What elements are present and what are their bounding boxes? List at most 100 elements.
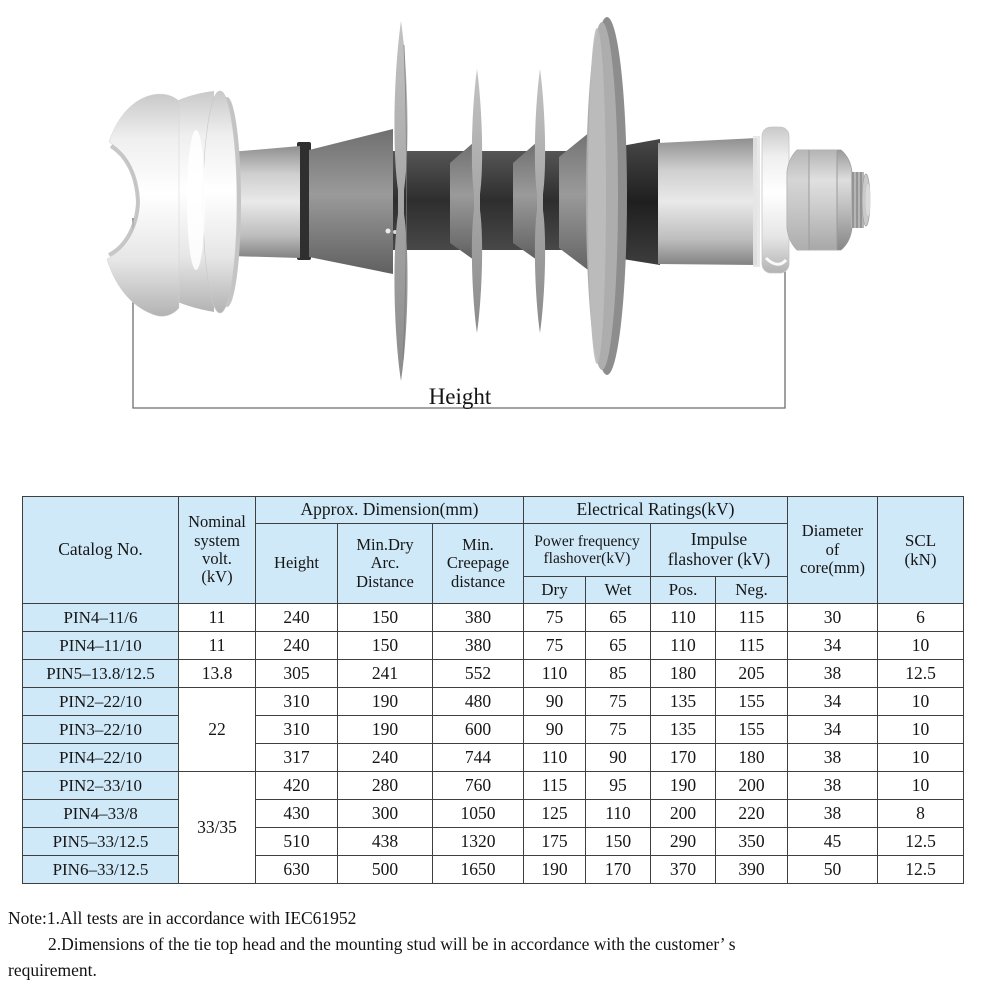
table-row: PIN3–22/10 310 190 600 90 75 135 155 34 …	[22, 715, 964, 744]
cell-min-creepage: 380	[432, 631, 524, 660]
cell-catalog: PIN5–33/12.5	[22, 827, 179, 856]
sleeve-step-ring	[753, 136, 760, 267]
cell-catalog: PIN4–22/10	[22, 743, 179, 772]
cell-scl: 10	[877, 631, 964, 660]
cell-scl: 12.5	[877, 827, 964, 856]
header-nominal-volt: Nominal system volt. (kV)	[178, 496, 256, 604]
right-flange	[202, 90, 238, 314]
header-min-dry-arc-text: Min.Dry Arc. Distance	[356, 534, 414, 591]
header-catalog: Catalog No.	[22, 496, 179, 604]
cell-volt: 11	[178, 603, 256, 632]
cell-min-creepage: 744	[432, 743, 524, 772]
header-approx-dimension: Approx. Dimension(mm)	[255, 496, 524, 524]
cell-volt-merged: 33/35	[178, 771, 256, 884]
header-neg: Neg.	[715, 576, 788, 604]
height-dimension-line	[132, 218, 786, 409]
pin-insulator-figure: Height	[106, 17, 871, 409]
cell-neg: 200	[715, 771, 788, 800]
table-row: PIN6–33/12.5 630 500 1650 190 170 370 39…	[22, 855, 964, 884]
cell-diameter: 30	[787, 603, 878, 632]
waist-highlight	[187, 130, 205, 270]
weathershed-large-right	[586, 17, 627, 375]
cell-wet: 90	[585, 743, 651, 772]
cell-wet: 85	[585, 659, 651, 688]
cell-volt-merged: 22	[178, 687, 256, 772]
dark-ring	[297, 142, 311, 260]
cell-scl: 10	[877, 743, 964, 772]
cell-neg: 220	[715, 799, 788, 828]
note-line-2: 2.Dimensions of the tie top head and the…	[48, 934, 736, 954]
left-sleeve	[230, 146, 300, 258]
cell-neg: 205	[715, 659, 788, 688]
shed4-front	[588, 28, 606, 364]
hex-nut-left-facet	[787, 150, 809, 250]
weathershed-small-1	[471, 69, 483, 333]
cell-catalog: PIN4–11/6	[22, 603, 179, 632]
base-sleeve	[658, 138, 757, 265]
header-min-creepage: Min. Creepage distance	[432, 523, 524, 604]
cell-height: 510	[255, 827, 338, 856]
cell-dry: 110	[523, 743, 586, 772]
cell-pos: 190	[650, 771, 716, 800]
cell-wet: 75	[585, 715, 651, 744]
cell-height: 310	[255, 715, 338, 744]
table-row: PIN4–33/8 430 300 1050 125 110 200 220 3…	[22, 799, 964, 828]
cell-wet: 110	[585, 799, 651, 828]
cell-min-creepage: 1050	[432, 799, 524, 828]
cell-min-dry-arc: 150	[337, 631, 433, 660]
cell-min-creepage: 1650	[432, 855, 524, 884]
cell-min-creepage: 1320	[432, 827, 524, 856]
cell-diameter: 45	[787, 827, 878, 856]
header-electrical-ratings: Electrical Ratings(kV)	[523, 496, 788, 524]
insulator-figure-wrap: Height	[0, 0, 991, 460]
cell-neg: 115	[715, 603, 788, 632]
header-min-dry-arc: Min.Dry Arc. Distance	[337, 523, 433, 604]
cell-diameter: 38	[787, 743, 878, 772]
cell-diameter: 38	[787, 771, 878, 800]
cell-height: 240	[255, 631, 338, 660]
cell-min-dry-arc: 190	[337, 715, 433, 744]
cell-scl: 10	[877, 771, 964, 800]
cell-min-dry-arc: 240	[337, 743, 433, 772]
cell-diameter: 34	[787, 687, 878, 716]
header-pos: Pos.	[650, 576, 716, 604]
collar-highlight	[764, 256, 788, 266]
cell-dry: 125	[523, 799, 586, 828]
cell-min-dry-arc: 241	[337, 659, 433, 688]
cell-scl: 10	[877, 715, 964, 744]
table-row: PIN4–22/10 317 240 744 110 90 170 180 38…	[22, 743, 964, 772]
cell-dry: 110	[523, 659, 586, 688]
note-line-3: requirement.	[8, 960, 97, 980]
cell-dry: 90	[523, 687, 586, 716]
cell-catalog: PIN4–11/10	[22, 631, 179, 660]
cell-dry: 75	[523, 603, 586, 632]
cell-dry: 175	[523, 827, 586, 856]
spec-table: Catalog No. Nominal system volt. (kV) Ap…	[22, 496, 964, 884]
tie-top-head	[106, 90, 241, 317]
header-row-3: Dry Wet Pos. Neg.	[23, 576, 964, 604]
cell-diameter: 50	[787, 855, 878, 884]
notch-inner-shade	[108, 144, 141, 257]
cell-min-creepage: 760	[432, 771, 524, 800]
header-min-creepage-text: Min. Creepage distance	[446, 534, 510, 591]
notes-block: Note:1.All tests are in accordance with …	[8, 905, 983, 983]
header-row-2: Height Min.Dry Arc. Distance Min. Creepa…	[23, 523, 964, 604]
cell-neg: 390	[715, 855, 788, 884]
cell-catalog: PIN2–22/10	[22, 687, 179, 716]
cell-neg: 115	[715, 631, 788, 660]
note-line-1: Note:1.All tests are in accordance with …	[8, 908, 357, 928]
cell-min-dry-arc: 438	[337, 827, 433, 856]
collar-ring	[761, 126, 790, 274]
weathershed-large-left-edge	[402, 44, 407, 361]
cell-wet: 95	[585, 771, 651, 800]
cell-height: 420	[255, 771, 338, 800]
cell-min-creepage: 552	[432, 659, 524, 688]
cell-min-creepage: 600	[432, 715, 524, 744]
header-scl: SCL (kN)	[877, 496, 964, 604]
cell-diameter: 38	[787, 799, 878, 828]
header-wet: Wet	[585, 576, 651, 604]
cell-height: 240	[255, 603, 338, 632]
cell-pos: 135	[650, 687, 716, 716]
cell-neg: 180	[715, 743, 788, 772]
cell-min-dry-arc: 300	[337, 799, 433, 828]
